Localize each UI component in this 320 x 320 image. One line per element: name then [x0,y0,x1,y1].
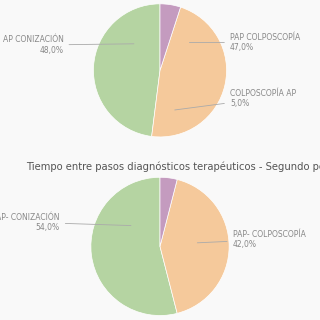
Text: PAP COLPOSCOPÍA
47,0%: PAP COLPOSCOPÍA 47,0% [189,33,300,52]
Wedge shape [160,180,229,313]
Wedge shape [93,4,160,136]
Text: AP CONIZACIÓN
48,0%: AP CONIZACIÓN 48,0% [3,36,134,55]
Wedge shape [160,177,177,246]
Wedge shape [91,177,177,316]
Text: COLPOSCOPÍA AP
5,0%: COLPOSCOPÍA AP 5,0% [175,89,296,110]
Text: Tiempo entre pasos diagnósticos terapéuticos - Segundo periodo: Tiempo entre pasos diagnósticos terapéut… [26,162,320,172]
Text: PAP- COLPOSCOPÍA
42,0%: PAP- COLPOSCOPÍA 42,0% [197,230,306,249]
Text: AP- CONIZACIÓN
54,0%: AP- CONIZACIÓN 54,0% [0,212,131,232]
Wedge shape [152,7,227,137]
Wedge shape [160,4,180,70]
